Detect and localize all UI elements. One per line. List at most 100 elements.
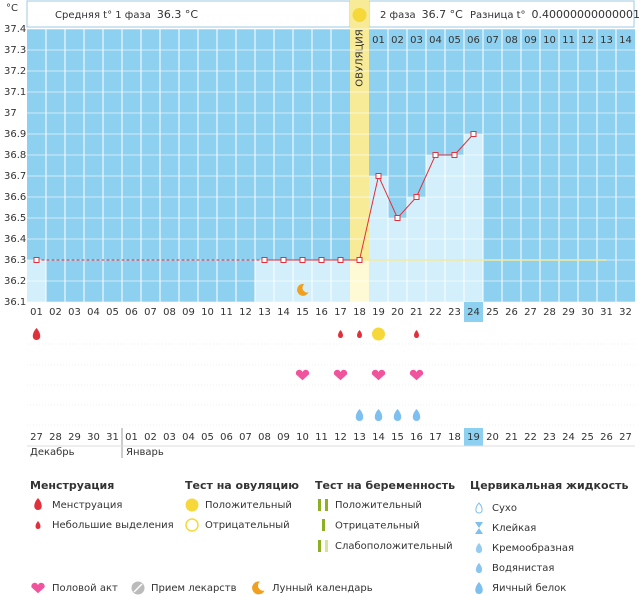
x-tick-label: 31 [600, 307, 613, 318]
phase1-value: 36.3 °C [157, 8, 198, 21]
x-tick-label: 16 [315, 307, 328, 318]
y-tick-label: 36.6 [4, 192, 26, 203]
temperature-point [33, 257, 40, 263]
date-label: 01 [125, 432, 138, 443]
x-tick-label: 27 [524, 307, 537, 318]
phase2-day-label: 08 [505, 35, 518, 46]
legend-icon [133, 583, 143, 593]
x-tick-label: 12 [239, 307, 252, 318]
temperature-bar [445, 155, 464, 302]
ovulation-column [350, 0, 369, 302]
legend-item: Сухо [492, 503, 517, 514]
phase2-label: 2 фаза [380, 10, 416, 21]
x-tick-label: 26 [505, 307, 518, 318]
temperature-bar [407, 197, 426, 302]
date-label: 26 [600, 432, 613, 443]
phase2-day-label: 05 [448, 35, 461, 46]
date-label: 02 [144, 432, 157, 443]
x-tick-label: 13 [258, 307, 271, 318]
month-label: Январь [126, 447, 164, 458]
phase2-day-label: 13 [600, 35, 613, 46]
spotting-drop [414, 330, 419, 338]
x-tick-label: 20 [391, 307, 404, 318]
ovulation-label: ОВУЛЯЦИЯ [355, 29, 366, 87]
legend-item: Клейкая [492, 523, 536, 534]
temperature-point [451, 152, 458, 158]
date-label: 15 [391, 432, 404, 443]
phase2-day-label: 01 [372, 35, 385, 46]
header-box [368, 0, 635, 28]
x-tick-label: 17 [334, 307, 347, 318]
x-tick-label: 02 [49, 307, 62, 318]
x-tick-label: 03 [68, 307, 81, 318]
x-tick-label: 15 [296, 307, 309, 318]
temperature-point [470, 131, 477, 137]
y-tick-label: 36.8 [4, 150, 26, 161]
date-label: 27 [619, 432, 632, 443]
x-tick-label: 30 [581, 307, 594, 318]
legend-item: Слабоположительный [335, 541, 453, 552]
x-tick-label: 21 [410, 307, 423, 318]
temperature-point [375, 173, 382, 179]
x-tick-label: 04 [87, 307, 100, 318]
x-tick-label: 14 [277, 307, 290, 318]
x-tick-label: 06 [125, 307, 138, 318]
phase2-day-label: 10 [543, 35, 556, 46]
x-tick-label: 09 [182, 307, 195, 318]
today-marker [464, 302, 483, 322]
phase2-day-label: 03 [410, 35, 423, 46]
x-tick-label: 05 [106, 307, 119, 318]
legend-item: Прием лекарств [151, 583, 237, 594]
legend-item: Отрицательный [335, 521, 420, 532]
date-label: 27 [30, 432, 43, 443]
ovulation-test-positive [372, 327, 385, 341]
temperature-point [394, 215, 401, 221]
egg-white-drop [374, 409, 383, 421]
date-label: 17 [429, 432, 442, 443]
legend-item: Яичный белок [492, 583, 566, 594]
legend-icon [318, 499, 321, 511]
date-label: 10 [296, 432, 309, 443]
temperature-point [299, 257, 306, 263]
legend-icon [185, 518, 199, 532]
date-label: 12 [334, 432, 347, 443]
x-tick-label: 23 [448, 307, 461, 318]
intercourse-heart [333, 369, 348, 381]
ovulation-sun [352, 8, 367, 22]
legend-icon [318, 540, 321, 552]
legend-icon [35, 521, 41, 529]
legend-icon [252, 581, 265, 595]
date-label: 04 [182, 432, 195, 443]
spotting-drop [357, 330, 362, 338]
legend-title: Цервикальная жидкость [470, 479, 628, 492]
legend-icon [325, 540, 328, 552]
y-tick-label: 37.4 [4, 24, 26, 35]
x-tick-label: 18 [353, 307, 366, 318]
legend-icon [31, 582, 45, 594]
date-label: 22 [524, 432, 537, 443]
date-label: 07 [239, 432, 252, 443]
date-label: 25 [581, 432, 594, 443]
y-tick-label: 37.2 [4, 66, 26, 77]
legend-icon [34, 498, 42, 510]
date-label: 29 [68, 432, 81, 443]
temperature-point [432, 152, 439, 158]
phase2-day-label: 09 [524, 35, 537, 46]
legend-icon [325, 499, 328, 511]
y-tick-label: 36.7 [4, 171, 26, 182]
date-label: 13 [353, 432, 366, 443]
date-label: 21 [505, 432, 518, 443]
date-label: 31 [106, 432, 119, 443]
legend-title: Тест на беременность [315, 479, 455, 492]
date-label: 20 [486, 432, 499, 443]
x-tick-label: 28 [543, 307, 556, 318]
y-tick-label: 37 [4, 108, 17, 119]
phase2-day-label: 14 [619, 35, 632, 46]
temperature-point [356, 257, 363, 263]
intercourse-heart [371, 369, 386, 381]
temperature-line [264, 133, 474, 261]
menstruation-drop [32, 328, 41, 340]
legend-item: Отрицательный [205, 520, 290, 531]
date-label: 14 [372, 432, 385, 443]
